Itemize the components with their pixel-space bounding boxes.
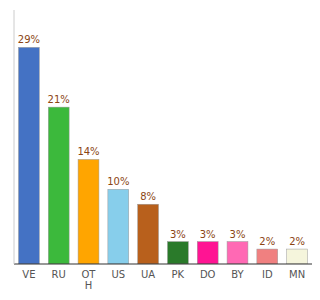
bar [138,204,159,264]
data-label: 3% [170,229,186,240]
x-tick-label: US [111,269,125,280]
data-label: 21% [48,94,70,105]
bar [287,249,308,264]
data-label: 3% [200,229,216,240]
x-axis-line [14,263,312,264]
data-label: 3% [230,229,246,240]
x-tick-label: OTH [82,269,97,291]
x-tick-label: PK [172,269,185,280]
x-tick-label: MN [289,269,305,280]
chart-container: 29% 21% 14% 10% 8% 3% 3% 3% 2% 2% VE RU OTH US UA PK DO B… [0,0,320,300]
bar [78,159,99,264]
data-label: 29% [18,34,40,45]
data-labels: 29% 21% 14% 10% 8% 3% 3% 3% 2% 2% [18,34,305,247]
bar [18,47,39,264]
bars [18,47,307,264]
y-axis-line [14,10,15,264]
bar [257,249,278,264]
bar [227,242,248,264]
x-tick-label: BY [231,269,244,280]
x-tick-label: DO [200,269,216,280]
bar [167,242,188,264]
data-label: 2% [289,236,305,247]
x-tick-label: ID [262,269,273,280]
x-tick-label: RU [52,269,66,280]
data-label: 2% [259,236,275,247]
x-tick-label: UA [141,269,155,280]
data-label: 14% [77,146,99,157]
x-tick-labels: VE RU OTH US UA PK DO BY ID MN [22,269,305,291]
x-tick-label: VE [22,269,35,280]
bar [48,107,69,264]
bar [108,189,129,264]
chart: 29% 21% 14% 10% 8% 3% 3% 3% 2% 2% VE RU OTH US UA PK DO B… [0,0,320,300]
bar [197,242,218,264]
data-label: 8% [140,191,156,202]
data-label: 10% [107,176,129,187]
